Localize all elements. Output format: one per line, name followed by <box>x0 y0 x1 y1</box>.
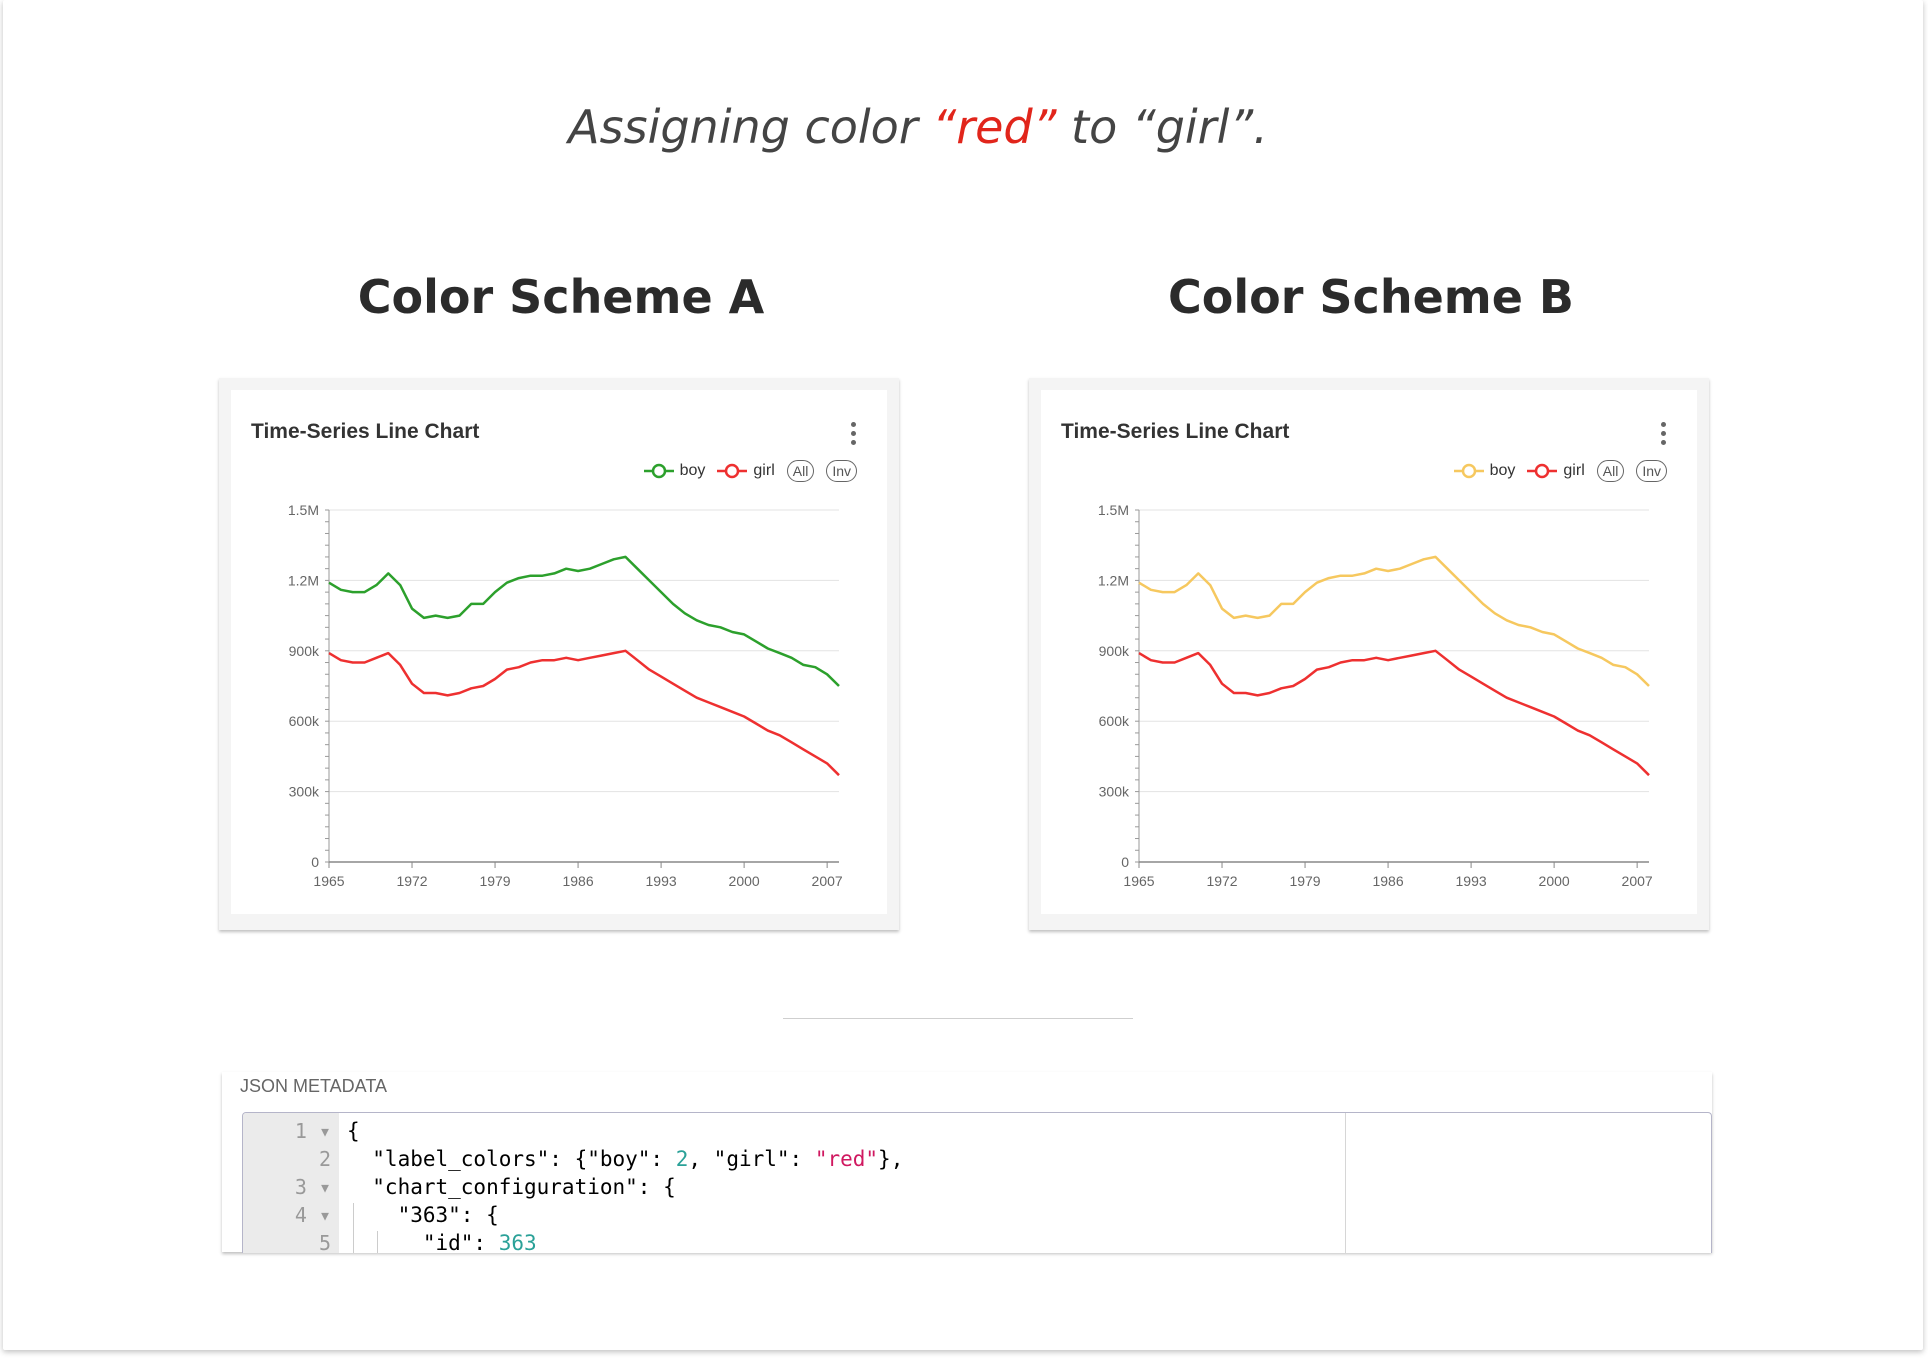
chart-card-b: Time-Series Line Chart boy girl All Inv … <box>1029 378 1709 930</box>
x-tick-label: 1986 <box>562 873 593 889</box>
scheme-b-title: Color Scheme B <box>1168 270 1574 324</box>
code-token: "id": <box>347 1231 499 1253</box>
legend-select-all-button[interactable]: All <box>786 460 815 482</box>
y-tick-label: 1.5M <box>1098 502 1129 518</box>
x-tick-label: 1979 <box>1289 873 1320 889</box>
y-tick-label: 600k <box>289 713 320 729</box>
y-tick-label: 1.2M <box>288 572 319 588</box>
legend-label: girl <box>1563 462 1585 479</box>
x-tick-label: 1986 <box>1372 873 1403 889</box>
more-menu-icon[interactable] <box>1661 422 1667 445</box>
x-tick-label: 2007 <box>1622 873 1653 889</box>
code-line[interactable]: "363": { <box>347 1201 499 1229</box>
code-line[interactable]: "id": 363 <box>347 1229 537 1253</box>
legend-item-girl[interactable]: girl <box>1527 462 1585 480</box>
chart-card-a: Time-Series Line Chart boy girl All Inv … <box>219 378 899 930</box>
legend-a: boy girl All Inv <box>643 460 857 482</box>
x-tick-label: 1972 <box>396 873 427 889</box>
editor-print-margin <box>1345 1113 1346 1253</box>
json-metadata-label: JSON METADATA <box>240 1076 388 1096</box>
legend-marker-icon <box>643 463 674 479</box>
y-tick-label: 0 <box>311 854 319 870</box>
json-metadata-panel: JSON METADATA 1 ▾ 2 3 ▾ 4 ▾ 5 { "label_colo… <box>222 1072 1712 1253</box>
y-tick-label: 900k <box>289 643 320 659</box>
legend-marker-icon <box>1453 463 1484 479</box>
scheme-a-title: Color Scheme A <box>357 270 765 324</box>
x-tick-label: 1979 <box>479 873 510 889</box>
code-token: "chart_configuration": { <box>347 1175 676 1199</box>
section-divider <box>783 1018 1133 1019</box>
legend-b: boy girl All Inv <box>1453 460 1667 482</box>
legend-select-all-button[interactable]: All <box>1596 460 1625 482</box>
code-token: }, <box>878 1147 904 1171</box>
legend-item-girl[interactable]: girl <box>717 462 775 480</box>
y-tick-label: 300k <box>289 784 320 800</box>
line-number: 3 ▾ <box>294 1175 331 1199</box>
legend-label: boy <box>679 462 706 479</box>
page-caption: Assigning color “red” to “girl”. <box>568 100 1268 154</box>
code-token: 2 <box>675 1147 689 1171</box>
code-token: 363 <box>498 1231 537 1253</box>
line-number: 4 ▾ <box>294 1203 331 1227</box>
y-tick-label: 0 <box>1121 854 1129 870</box>
code-line[interactable]: "chart_configuration": { <box>347 1173 676 1201</box>
x-tick-label: 2000 <box>1539 873 1570 889</box>
series-line-girl[interactable] <box>1138 649 1650 777</box>
y-tick-label: 1.5M <box>288 502 319 518</box>
y-tick-label: 300k <box>1099 784 1130 800</box>
x-tick-label: 1972 <box>1206 873 1237 889</box>
legend-marker-icon <box>717 463 748 479</box>
x-tick-label: 1993 <box>1456 873 1487 889</box>
code-token: "363": { <box>347 1203 499 1227</box>
chart-panel-b: Time-Series Line Chart boy girl All Inv … <box>1041 390 1697 914</box>
code-line[interactable]: { <box>347 1117 360 1145</box>
legend-invert-button[interactable]: Inv <box>1636 460 1667 482</box>
code-token: { <box>347 1119 360 1143</box>
line-chart-b: 0 300k 600k 900k 1.2M 1.5M 1965 1972 1979 1986 199… <box>1098 502 1653 889</box>
legend-item-boy[interactable]: boy <box>1453 462 1516 480</box>
y-tick-label: 1.2M <box>1098 572 1129 588</box>
x-tick-label: 1993 <box>646 873 677 889</box>
legend-item-boy[interactable]: boy <box>643 462 706 480</box>
line-chart-a: 0 300k 600k 900k 1.2M 1.5M 1965 1972 1979 1986 199… <box>288 502 843 889</box>
chart-panel-a: Time-Series Line Chart boy girl All Inv … <box>231 390 887 914</box>
legend-label: boy <box>1489 462 1516 479</box>
series-line-boy[interactable] <box>328 555 840 687</box>
y-tick-label: 600k <box>1099 713 1130 729</box>
legend-marker-icon <box>1527 463 1558 479</box>
x-tick-label: 1965 <box>1123 873 1154 889</box>
indent-guide <box>353 1203 354 1253</box>
json-code-editor[interactable]: 1 ▾ 2 3 ▾ 4 ▾ 5 { "label_colors": {"boy": 2… <box>242 1112 1712 1253</box>
line-number: 1 ▾ <box>294 1119 331 1143</box>
x-tick-label: 2007 <box>812 873 843 889</box>
series-line-girl[interactable] <box>328 649 840 777</box>
indent-guide <box>377 1231 378 1253</box>
chart-title-b: Time-Series Line Chart <box>1061 420 1290 443</box>
legend-label: girl <box>753 462 775 479</box>
page-frame: Assigning color “red” to “girl”. Color S… <box>3 0 1923 1350</box>
y-tick-label: 900k <box>1099 643 1130 659</box>
code-line[interactable]: "label_colors": {"boy": 2, "girl": "red"… <box>347 1145 903 1173</box>
x-tick-label: 2000 <box>729 873 760 889</box>
chart-title-a: Time-Series Line Chart <box>251 420 480 443</box>
legend-invert-button[interactable]: Inv <box>826 460 857 482</box>
code-token: "red" <box>814 1147 879 1171</box>
code-token: "label_colors": {"boy": <box>347 1147 676 1171</box>
x-tick-label: 1965 <box>313 873 344 889</box>
line-number-gutter: 1 ▾ 2 3 ▾ 4 ▾ 5 <box>243 1113 339 1253</box>
series-line-boy[interactable] <box>1138 555 1650 687</box>
line-number: 5 <box>318 1231 331 1253</box>
line-number: 2 <box>318 1147 331 1171</box>
code-token: , "girl": <box>688 1147 815 1171</box>
more-menu-icon[interactable] <box>851 422 857 445</box>
